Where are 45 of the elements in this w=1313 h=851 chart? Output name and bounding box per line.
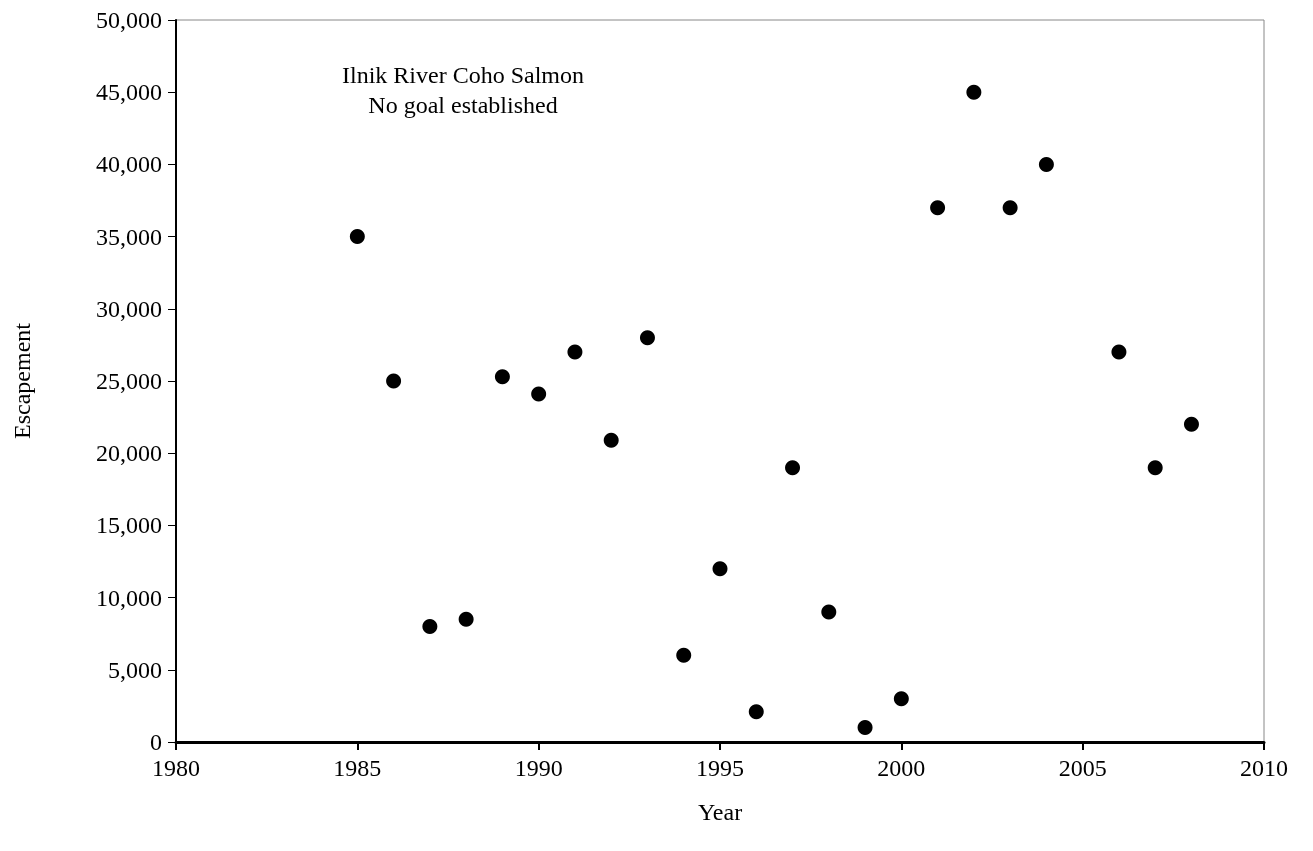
point xyxy=(349,229,365,245)
point xyxy=(930,200,946,216)
point xyxy=(531,386,547,402)
y-tick-label: 15,000 xyxy=(96,512,162,539)
point xyxy=(748,704,764,720)
point xyxy=(676,647,692,663)
point xyxy=(712,561,728,577)
point xyxy=(1038,156,1054,172)
x-tick-label: 1990 xyxy=(514,755,563,781)
point xyxy=(821,604,837,620)
y-tick-label: 25,000 xyxy=(96,368,162,394)
point xyxy=(639,330,655,346)
y-tick-label: 10,000 xyxy=(96,584,162,611)
y-tick-label: 30,000 xyxy=(96,295,162,322)
point xyxy=(785,460,801,476)
x-tick-label: 1995 xyxy=(696,755,744,781)
y-tick-label: 45,000 xyxy=(96,79,162,106)
x-tick-label: 1985 xyxy=(333,755,382,781)
x-tick-label: 2010 xyxy=(1240,755,1288,781)
point xyxy=(1147,460,1163,476)
y-axis-title: Escapement xyxy=(9,322,35,439)
y-tick-label: 35,000 xyxy=(96,223,162,250)
point xyxy=(857,720,873,736)
y-tick-label: 50,000 xyxy=(96,7,162,33)
text: Ilnik River Coho Salmon xyxy=(342,62,584,88)
point xyxy=(603,432,619,448)
y-tick-label: 5,000 xyxy=(108,656,162,683)
y-tick-label: 40,000 xyxy=(96,151,162,178)
point xyxy=(567,344,583,360)
y-tick-label: 20,000 xyxy=(96,440,162,467)
point xyxy=(966,84,982,100)
x-tick-label: 2005 xyxy=(1058,755,1107,781)
point xyxy=(458,611,474,627)
point xyxy=(893,691,909,707)
point xyxy=(1002,200,1018,216)
y-tick-label: 0 xyxy=(150,729,162,755)
point xyxy=(1183,416,1199,432)
point xyxy=(1111,344,1127,360)
text: No goal established xyxy=(368,92,558,118)
x-tick-label: 2000 xyxy=(877,755,926,781)
x-tick-label: 1980 xyxy=(152,755,200,781)
point xyxy=(386,373,402,389)
x-axis-title: Year xyxy=(697,799,743,825)
point xyxy=(494,369,510,385)
point xyxy=(422,618,438,634)
